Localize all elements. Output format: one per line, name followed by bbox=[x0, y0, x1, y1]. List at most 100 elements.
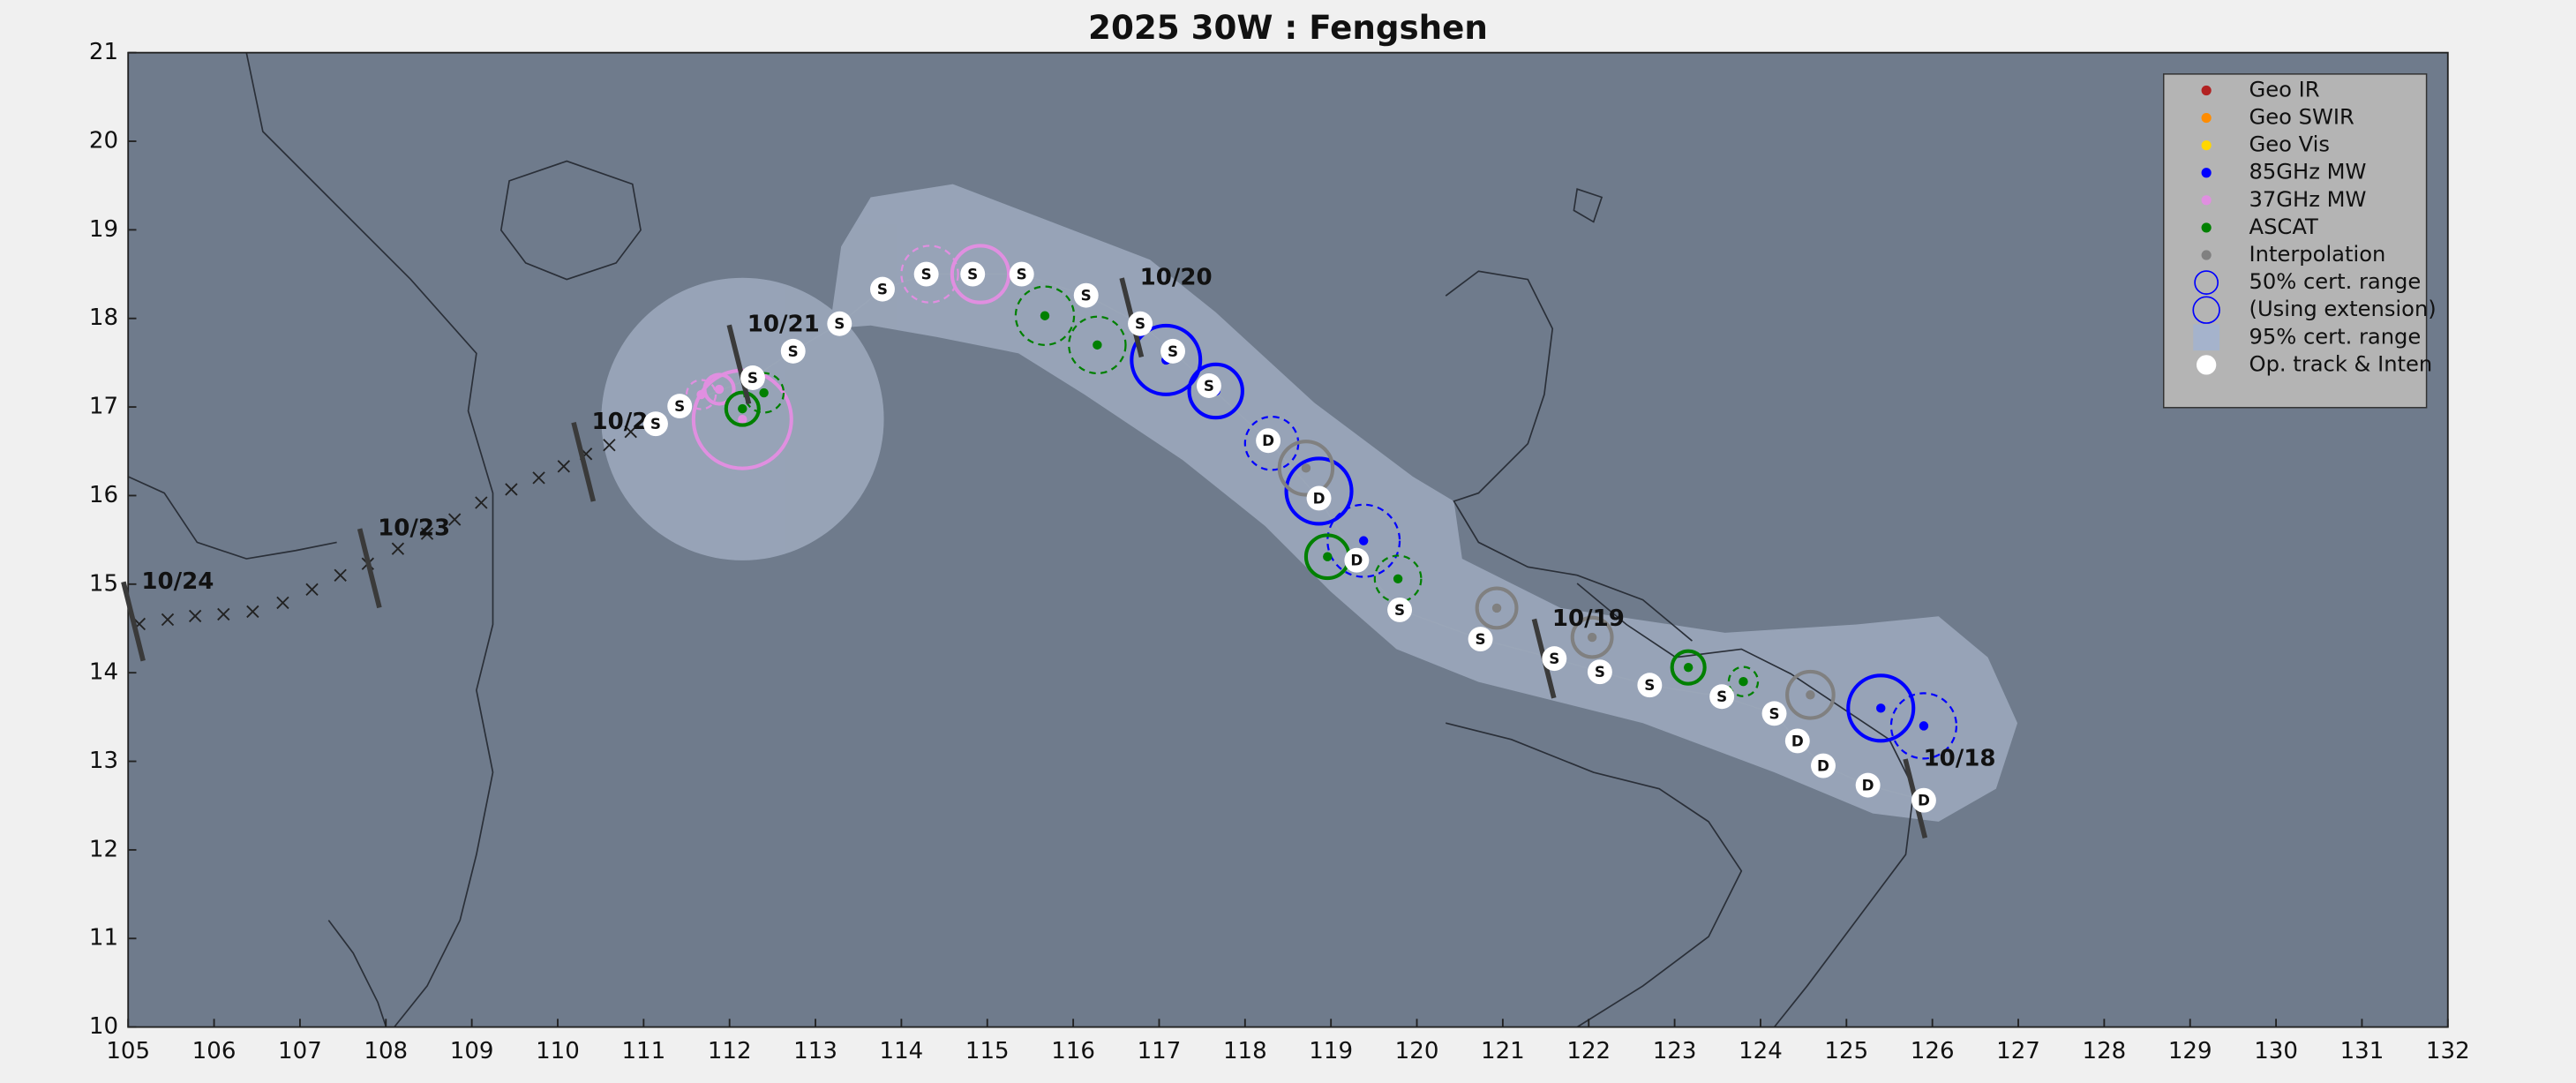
fix-point bbox=[1301, 463, 1311, 473]
fix-point bbox=[1393, 574, 1403, 584]
track-point bbox=[870, 276, 895, 302]
fix-range bbox=[1014, 285, 1076, 346]
extension-point bbox=[391, 542, 405, 555]
fix-point bbox=[696, 389, 706, 400]
intensity-label: S bbox=[1017, 265, 1027, 282]
extension-point bbox=[475, 496, 488, 509]
track-point bbox=[667, 394, 693, 419]
fix-point bbox=[1876, 703, 1886, 713]
legend-label: 50% cert. range bbox=[2249, 269, 2422, 294]
fix-range bbox=[1284, 456, 1354, 526]
intensity-label: D bbox=[1817, 756, 1829, 774]
legend-box bbox=[2162, 73, 2428, 409]
extension-point bbox=[603, 439, 616, 452]
date-label: 10/21 bbox=[747, 312, 820, 338]
legend-label: Op. track & Inten bbox=[2249, 351, 2433, 376]
date-label: 10/18 bbox=[1924, 746, 1996, 772]
intensity-label: S bbox=[1394, 601, 1405, 619]
date-label: 10/23 bbox=[378, 515, 450, 542]
intensity-label: S bbox=[1476, 630, 1486, 648]
x-tick-label: 120 bbox=[1395, 1038, 1439, 1064]
track-point bbox=[1784, 728, 1810, 754]
legend-marker bbox=[2196, 355, 2217, 375]
track-point bbox=[1811, 753, 1836, 778]
intensity-label: S bbox=[1644, 676, 1655, 694]
date-label: 10/19 bbox=[1552, 605, 1625, 632]
legend-label: Geo SWIR bbox=[2249, 105, 2355, 130]
x-tick-label: 128 bbox=[2083, 1038, 2127, 1064]
extension-point bbox=[532, 471, 545, 485]
intensity-label: S bbox=[921, 265, 932, 282]
chart-title: 2025 30W : Fengshen bbox=[1088, 8, 1488, 47]
fix-point bbox=[1919, 721, 1929, 731]
y-tick-label: 19 bbox=[89, 216, 118, 243]
track-point bbox=[1911, 787, 1936, 813]
track-point bbox=[1256, 428, 1281, 454]
date-bar bbox=[357, 528, 382, 609]
track-point bbox=[1761, 701, 1787, 726]
extension-point bbox=[217, 607, 230, 621]
track-point bbox=[1196, 373, 1221, 398]
x-tick-label: 130 bbox=[2254, 1038, 2298, 1064]
fix-range bbox=[724, 390, 761, 427]
fix-point bbox=[1587, 632, 1597, 643]
extension-point bbox=[447, 513, 462, 526]
intensity-label: D bbox=[1791, 732, 1804, 749]
legend-label: Interpolation bbox=[2249, 242, 2386, 267]
track-point bbox=[1637, 673, 1663, 698]
x-tick-label: 132 bbox=[2426, 1038, 2470, 1064]
plot-frame bbox=[127, 51, 2449, 1028]
y-tick-label: 20 bbox=[89, 128, 118, 154]
y-tick-label: 18 bbox=[89, 305, 118, 331]
track-point bbox=[1344, 547, 1370, 573]
legend-marker bbox=[2201, 195, 2212, 206]
date-bar bbox=[726, 324, 752, 405]
intensity-label: D bbox=[1313, 489, 1326, 507]
x-tick-label: 106 bbox=[192, 1038, 237, 1064]
x-tick-label: 115 bbox=[965, 1038, 1010, 1064]
fix-range bbox=[950, 244, 1011, 305]
y-tick-label: 17 bbox=[89, 394, 118, 420]
fix-range bbox=[1475, 586, 1519, 630]
track-point bbox=[643, 411, 668, 437]
date-label: 10/24 bbox=[141, 568, 214, 595]
track-point bbox=[1160, 338, 1186, 364]
track-point bbox=[913, 261, 939, 287]
fix-range bbox=[685, 379, 717, 410]
coast bbox=[245, 52, 494, 1028]
legend-marker bbox=[2201, 85, 2212, 96]
track-point bbox=[960, 261, 986, 287]
intensity-label: D bbox=[1918, 792, 1930, 809]
fix-range bbox=[1889, 692, 1958, 760]
extension-point bbox=[161, 613, 175, 627]
x-tick-label: 109 bbox=[450, 1038, 494, 1064]
fix-point bbox=[1323, 552, 1333, 561]
coastlines bbox=[127, 52, 1915, 1028]
track-point bbox=[1855, 772, 1881, 798]
intensity-label: S bbox=[1595, 663, 1605, 681]
legend-label: ASCAT bbox=[2249, 214, 2318, 239]
legend-label: Geo Vis bbox=[2249, 132, 2330, 157]
track-point bbox=[780, 338, 806, 364]
fix-range bbox=[900, 244, 959, 304]
legend-marker bbox=[2201, 250, 2212, 260]
y-tick-label: 16 bbox=[89, 482, 118, 508]
legend-marker bbox=[2194, 270, 2219, 295]
fix-point bbox=[738, 414, 747, 425]
fix-point bbox=[1358, 536, 1369, 545]
fix-range bbox=[1570, 615, 1614, 659]
track-point bbox=[1128, 311, 1153, 336]
extension-point bbox=[334, 568, 347, 582]
intensity-label: S bbox=[674, 397, 685, 415]
intensity-label: S bbox=[747, 369, 758, 387]
fix-range bbox=[1277, 440, 1335, 497]
fix-point bbox=[1040, 311, 1050, 320]
track-point bbox=[740, 365, 765, 390]
x-tick-label: 110 bbox=[536, 1038, 580, 1064]
y-tick-label: 15 bbox=[89, 570, 118, 597]
coast bbox=[1576, 583, 1915, 1028]
x-tick-label: 116 bbox=[1051, 1038, 1095, 1064]
legend-marker bbox=[2201, 112, 2212, 124]
coast bbox=[327, 920, 387, 1027]
